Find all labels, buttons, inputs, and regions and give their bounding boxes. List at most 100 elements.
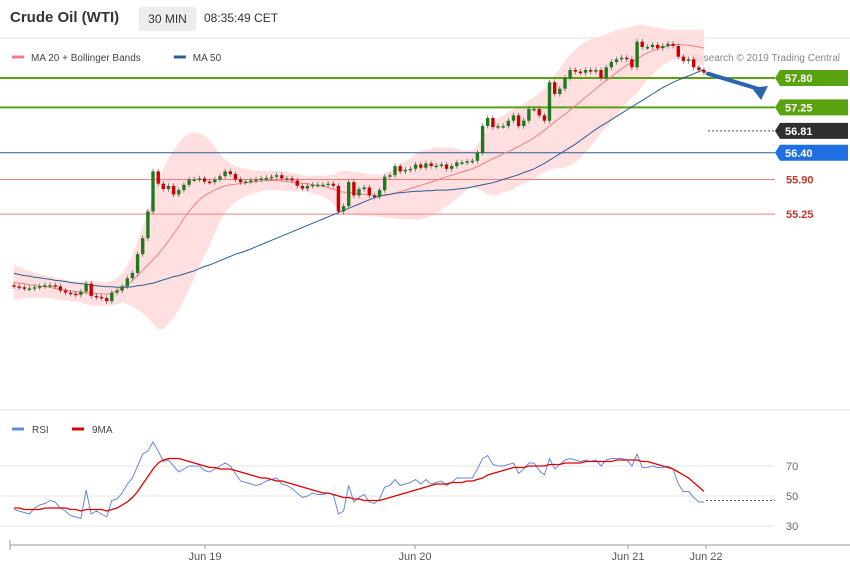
rsi-panel: 30 50 70 xyxy=(0,440,798,533)
candle-body xyxy=(130,272,135,279)
candle-body xyxy=(105,298,109,302)
rsi-legend-label-1: 9MA xyxy=(92,425,113,436)
candle-body xyxy=(197,178,202,180)
candle-body xyxy=(305,185,310,189)
candle-body xyxy=(94,295,99,298)
candle-body xyxy=(233,174,238,180)
candle-body xyxy=(68,292,73,295)
trend-arrow-head xyxy=(752,86,768,100)
candle-body xyxy=(434,165,438,168)
candle-body xyxy=(331,183,335,186)
legend-label-1: MA 50 xyxy=(193,53,222,64)
candle-body xyxy=(563,78,567,89)
trend-arrow-shaft xyxy=(706,71,764,92)
candle-body xyxy=(516,115,521,127)
candle-body xyxy=(614,59,619,62)
candle-body xyxy=(316,184,320,187)
candle-body xyxy=(635,41,639,68)
candle-body xyxy=(192,179,196,181)
price-tag-label-0: 57.80 xyxy=(785,73,813,85)
candle-body xyxy=(63,290,68,293)
candle-body xyxy=(640,41,644,47)
legend-label-0: MA 20 + Bollinger Bands xyxy=(31,53,141,64)
candle-body xyxy=(630,59,634,68)
trend-arrow xyxy=(706,71,768,100)
candle-body xyxy=(135,254,140,273)
candle-body xyxy=(115,290,119,293)
ma50-line xyxy=(13,69,705,288)
rsi-legend: RSI 9MA xyxy=(12,425,113,436)
candle-body xyxy=(424,163,428,168)
price-tag-1 xyxy=(775,99,848,116)
candle-body xyxy=(604,67,608,78)
candle-body xyxy=(480,126,485,153)
candle-body xyxy=(79,291,83,295)
candle-body xyxy=(156,171,160,184)
candle-body xyxy=(398,166,402,172)
candle-body xyxy=(218,176,222,180)
candle-body xyxy=(589,70,593,72)
candle-body xyxy=(264,177,268,180)
candle-body xyxy=(182,184,186,191)
timeframe-button[interactable]: 30 MIN xyxy=(139,7,196,31)
candle-body xyxy=(408,168,413,171)
candle-body xyxy=(295,180,299,186)
candle-body xyxy=(352,182,356,196)
candle-body xyxy=(650,44,655,47)
candle-body xyxy=(141,238,145,255)
candle-body xyxy=(341,206,346,212)
rsi-legend-label-0: RSI xyxy=(32,425,49,436)
candle-body xyxy=(254,179,258,181)
candle-body xyxy=(249,180,253,182)
candle-body xyxy=(228,171,232,175)
bollinger-band-fill xyxy=(14,24,704,329)
candle-body xyxy=(347,182,351,207)
candle-body xyxy=(166,185,171,190)
rsi-9ma-line xyxy=(14,457,705,512)
candle-body xyxy=(280,175,284,179)
candle-body xyxy=(553,82,557,94)
rsi-tick-50: 50 xyxy=(786,491,798,503)
research-credit: Research © 2019 Trading Central xyxy=(691,53,840,64)
candle-body xyxy=(12,285,16,287)
candle-body xyxy=(619,57,624,60)
candle-body xyxy=(357,189,361,196)
candle-body xyxy=(506,120,510,126)
candle-body xyxy=(547,82,552,121)
candlesticks xyxy=(12,39,706,304)
x-label-1: Jun 20 xyxy=(398,551,431,563)
candle-body xyxy=(413,164,418,169)
candle-body xyxy=(84,283,88,292)
candle-body xyxy=(625,57,629,60)
candle-body xyxy=(377,190,382,197)
candle-body xyxy=(208,181,212,184)
candle-body xyxy=(223,171,227,177)
candle-body xyxy=(269,176,274,179)
candle-body xyxy=(583,70,588,73)
candle-body xyxy=(321,184,325,187)
candle-body xyxy=(578,71,583,74)
price-tag-label-1: 57.25 xyxy=(785,102,813,114)
candle-body xyxy=(671,43,675,46)
candle-body xyxy=(697,67,701,70)
candle-body xyxy=(274,175,279,177)
candle-body xyxy=(17,286,21,288)
candle-body xyxy=(429,163,433,167)
candle-body xyxy=(146,211,150,239)
candle-body xyxy=(388,175,392,177)
price-tag-3 xyxy=(775,144,848,161)
candle-body xyxy=(177,190,181,195)
main-legend: MA 20 + Bollinger Bands MA 50 xyxy=(12,53,222,64)
candle-body xyxy=(676,46,680,57)
candle-body xyxy=(58,286,62,291)
candle-body xyxy=(511,115,516,121)
candle-body xyxy=(171,185,176,195)
candle-body xyxy=(439,164,444,166)
header: Crude Oil (WTI) 30 MIN 08:35:49 CET xyxy=(0,0,850,38)
candle-body xyxy=(187,179,191,185)
rsi-tick-70: 70 xyxy=(786,461,798,473)
candle-body xyxy=(53,285,57,287)
candle-body xyxy=(692,59,696,68)
x-label-2: Jun 21 xyxy=(611,551,644,563)
